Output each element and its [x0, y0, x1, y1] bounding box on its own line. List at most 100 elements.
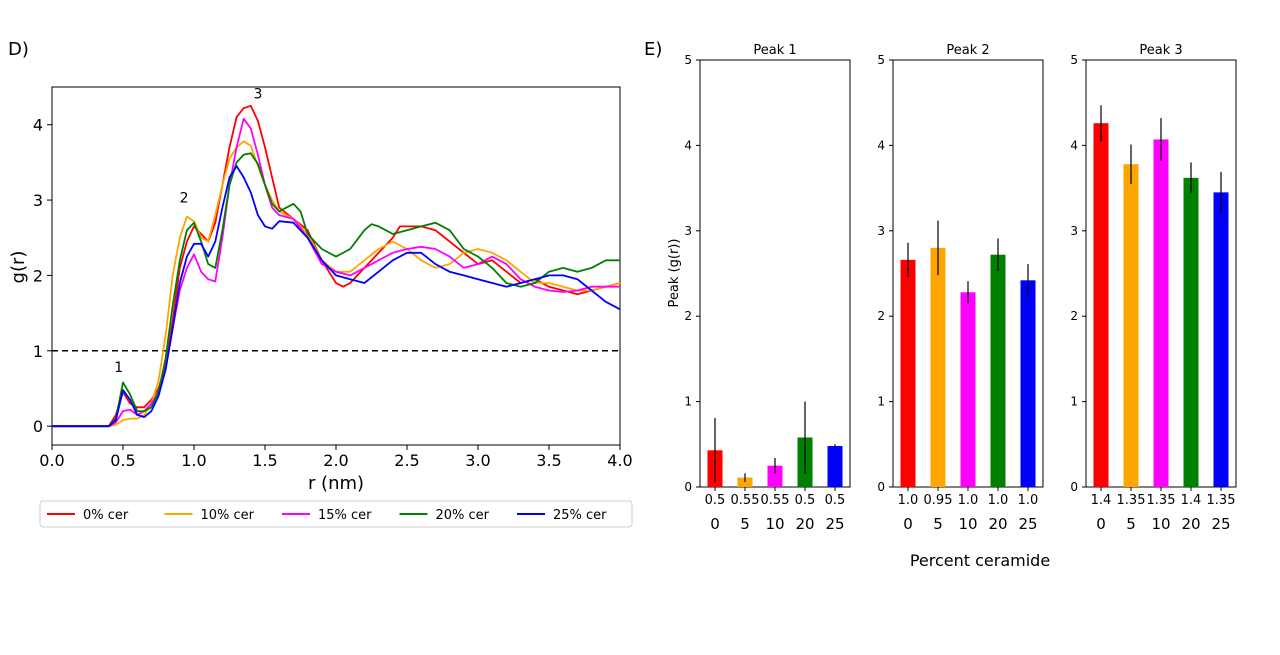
bar-chart-panels: Peak 10123450.500.5550.55100.5200.525Pea…: [684, 43, 1237, 533]
y-tick-label: 4: [684, 138, 692, 152]
category-label: 25: [1018, 515, 1037, 533]
legend-entry: 0% cer: [83, 508, 129, 523]
bar: [900, 259, 916, 487]
category-label: 25: [825, 515, 844, 533]
peak-position-label: 0.55: [761, 493, 790, 508]
peak-position-label: 1.0: [988, 493, 1009, 508]
y-tick-label: 0: [33, 417, 43, 436]
y-tick-label: 2: [684, 309, 692, 323]
peak-position-label: 1.35: [1117, 493, 1146, 508]
y-tick-label: 5: [1070, 53, 1078, 67]
line-chart-panel: 0.0 0.5 1.0 1.5 2.0 2.5 3.0 3.5 4.0 0 1 2 3 4 1 2 3: [33, 86, 633, 470]
y-axis-label-peak: Peak (g(r)): [667, 239, 682, 308]
y-tick-label: 1: [33, 342, 43, 361]
peak-position-label: 1.0: [1018, 493, 1039, 508]
category-label: 20: [1181, 515, 1200, 533]
x-axis-label-percent-ceramide: Percent ceramide: [910, 551, 1050, 570]
y-tick-label: 3: [877, 224, 885, 238]
bar: [827, 446, 843, 487]
legend-entry: 10% cer: [201, 508, 255, 523]
bar: [1123, 164, 1139, 488]
bar: [960, 292, 976, 487]
category-label: 10: [958, 515, 977, 533]
category-label: 10: [765, 515, 784, 533]
peak-position-label: 0.5: [705, 493, 726, 508]
x-tick-label: 0.5: [110, 451, 135, 470]
peak-position-label: 0.55: [731, 493, 760, 508]
bar: [1153, 139, 1169, 487]
x-axis-label: r (nm): [308, 473, 364, 494]
y-tick-label: 0: [877, 480, 885, 494]
peak-position-label: 1.35: [1147, 493, 1176, 508]
peak-position-label: 0.5: [795, 493, 816, 508]
y-tick-label: 3: [33, 191, 43, 210]
y-tick-label: 2: [1070, 309, 1078, 323]
x-tick-label: 3.0: [465, 451, 490, 470]
category-label: 5: [933, 515, 943, 533]
bar: [1213, 192, 1229, 487]
peak-position-label: 0.95: [924, 493, 953, 508]
y-tick-label: 3: [684, 224, 692, 238]
x-tick-label: 2.0: [323, 451, 348, 470]
bar: [1020, 280, 1036, 487]
bar-panel-frame: [699, 59, 851, 488]
category-label: 5: [740, 515, 750, 533]
bar: [737, 477, 753, 487]
y-tick-label: 3: [1070, 224, 1078, 238]
legend-entry: 15% cer: [318, 508, 372, 523]
x-tick-label: 1.0: [181, 451, 206, 470]
panel-title: Peak 3: [1139, 43, 1182, 58]
x-tick-label: 2.5: [394, 451, 419, 470]
legend: 0% cer 10% cer 15% cer 20% cer 25% cer: [39, 500, 633, 528]
y-tick-label: 2: [33, 266, 43, 285]
y-tick-label: 1: [684, 395, 692, 409]
peak-position-label: 1.4: [1181, 493, 1202, 508]
bar: [1093, 123, 1109, 488]
panel-label-d: D): [8, 39, 29, 60]
bar: [930, 247, 946, 487]
panel-label-e: E): [644, 39, 662, 60]
y-tick-label: 1: [1070, 395, 1078, 409]
y-tick-label: 4: [877, 138, 885, 152]
category-label: 0: [710, 515, 720, 533]
panel-title: Peak 2: [946, 43, 989, 58]
peak-position-label: 1.0: [958, 493, 979, 508]
y-tick-label: 0: [1070, 480, 1078, 494]
y-tick-label: 4: [33, 116, 43, 135]
legend-entry: 25% cer: [553, 508, 607, 523]
x-tick-label: 3.5: [536, 451, 561, 470]
bar: [1183, 177, 1199, 488]
y-tick-label: 5: [877, 53, 885, 67]
series-line: [52, 165, 621, 428]
x-tick-label: 4.0: [607, 451, 632, 470]
panel-title: Peak 1: [753, 43, 796, 58]
category-label: 20: [795, 515, 814, 533]
peak-position-label: 1.35: [1207, 493, 1236, 508]
plot-area: [51, 86, 621, 446]
category-label: 25: [1211, 515, 1230, 533]
y-tick-label: 0: [684, 480, 692, 494]
y-tick-label: 4: [1070, 138, 1078, 152]
bar: [767, 465, 783, 487]
peak-annotation: 1: [114, 360, 123, 376]
peak-position-label: 1.0: [898, 493, 919, 508]
peak-annotation: 3: [253, 86, 262, 102]
category-label: 20: [988, 515, 1007, 533]
legend-box: [39, 500, 633, 528]
x-tick-label: 0.0: [39, 451, 64, 470]
category-label: 0: [903, 515, 913, 533]
bar: [990, 254, 1006, 487]
category-label: 0: [1096, 515, 1106, 533]
x-tick-label: 1.5: [252, 451, 277, 470]
y-tick-label: 1: [877, 395, 885, 409]
peak-annotation: 2: [180, 190, 189, 206]
category-label: 10: [1151, 515, 1170, 533]
peak-position-label: 0.5: [825, 493, 846, 508]
y-axis-label: g(r): [8, 251, 29, 284]
y-tick-label: 2: [877, 309, 885, 323]
series-line: [52, 152, 620, 428]
series-line: [52, 140, 621, 428]
legend-entry: 20% cer: [436, 508, 490, 523]
y-tick-label: 5: [684, 53, 692, 67]
